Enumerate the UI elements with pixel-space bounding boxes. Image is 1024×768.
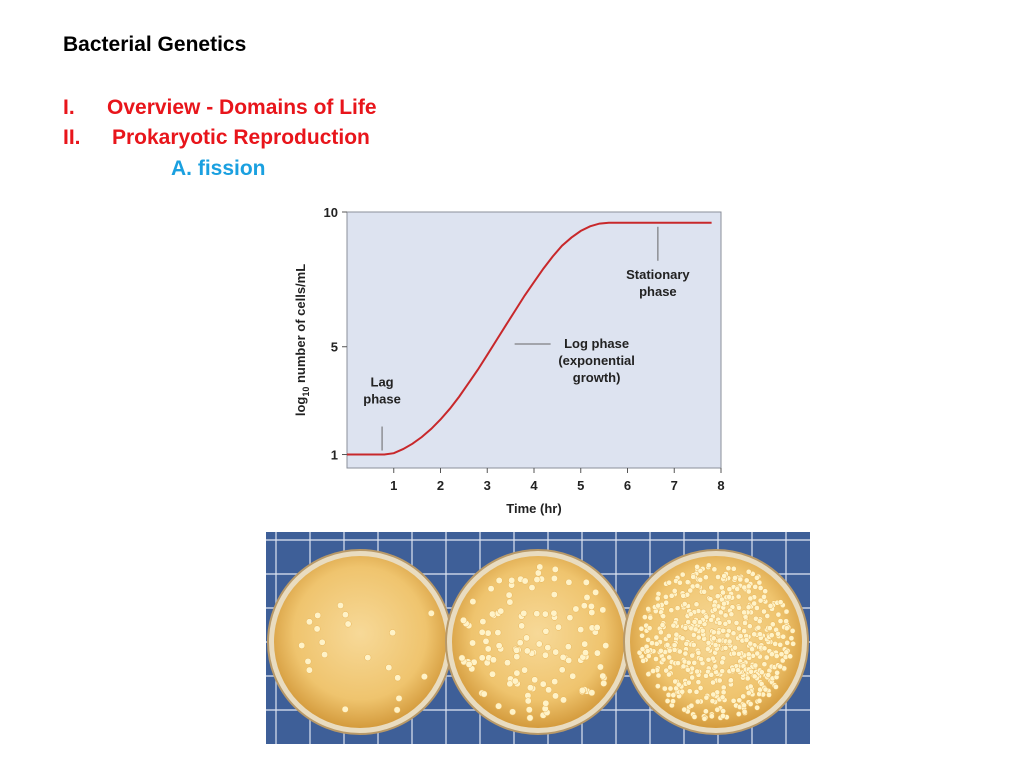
growth-curve-line — [347, 221, 712, 456]
plot-area — [346, 211, 722, 469]
x-tick-label: 6 — [624, 478, 631, 493]
x-tick-label: 7 — [671, 478, 678, 493]
petri-dish-photo — [266, 532, 810, 744]
lag-phase-label: Lag phase — [363, 375, 401, 407]
sub-item-fission: A. fission — [171, 157, 266, 180]
x-axis-label: Time (hr) — [506, 501, 561, 516]
outline-text-1: Overview - Domains of Life — [107, 96, 377, 119]
stationary-phase-label: Stationary phase — [626, 267, 690, 299]
petri-dishes — [267, 549, 809, 735]
petri-dish-2 — [445, 549, 631, 735]
x-tick-label: 4 — [530, 478, 538, 493]
phase-annotations: Lag phase Log phase (exponential growth) Stat… — [363, 226, 690, 451]
y-tick-label: 1 — [331, 448, 338, 463]
growth-curve-chart: 1 2 3 4 5 6 7 8 1 5 10 Lag phase Log phase (exponenti… — [293, 205, 725, 516]
y-tick-label: 5 — [331, 340, 338, 355]
outline-text-2: Prokaryotic Reproduction — [112, 126, 370, 149]
outline-number-1: I. — [63, 96, 75, 119]
petri-dish-3 — [623, 549, 809, 735]
x-tick-label: 5 — [577, 478, 584, 493]
x-tick-label: 1 — [390, 478, 397, 493]
log-phase-label: Log phase (exponential growth) — [558, 336, 635, 385]
outline-number-2: II. — [63, 126, 81, 149]
axis-ticks — [342, 211, 722, 473]
tick-labels: 1 2 3 4 5 6 7 8 1 5 10 — [324, 205, 725, 493]
x-tick-label: 3 — [484, 478, 491, 493]
x-tick-label: 2 — [437, 478, 444, 493]
petri-dish-1 — [267, 549, 453, 735]
y-axis-label: log10 number of cells/mL — [293, 264, 311, 416]
y-tick-label: 10 — [324, 205, 338, 220]
x-tick-label: 8 — [717, 478, 724, 493]
slide-title: Bacterial Genetics — [63, 33, 247, 56]
